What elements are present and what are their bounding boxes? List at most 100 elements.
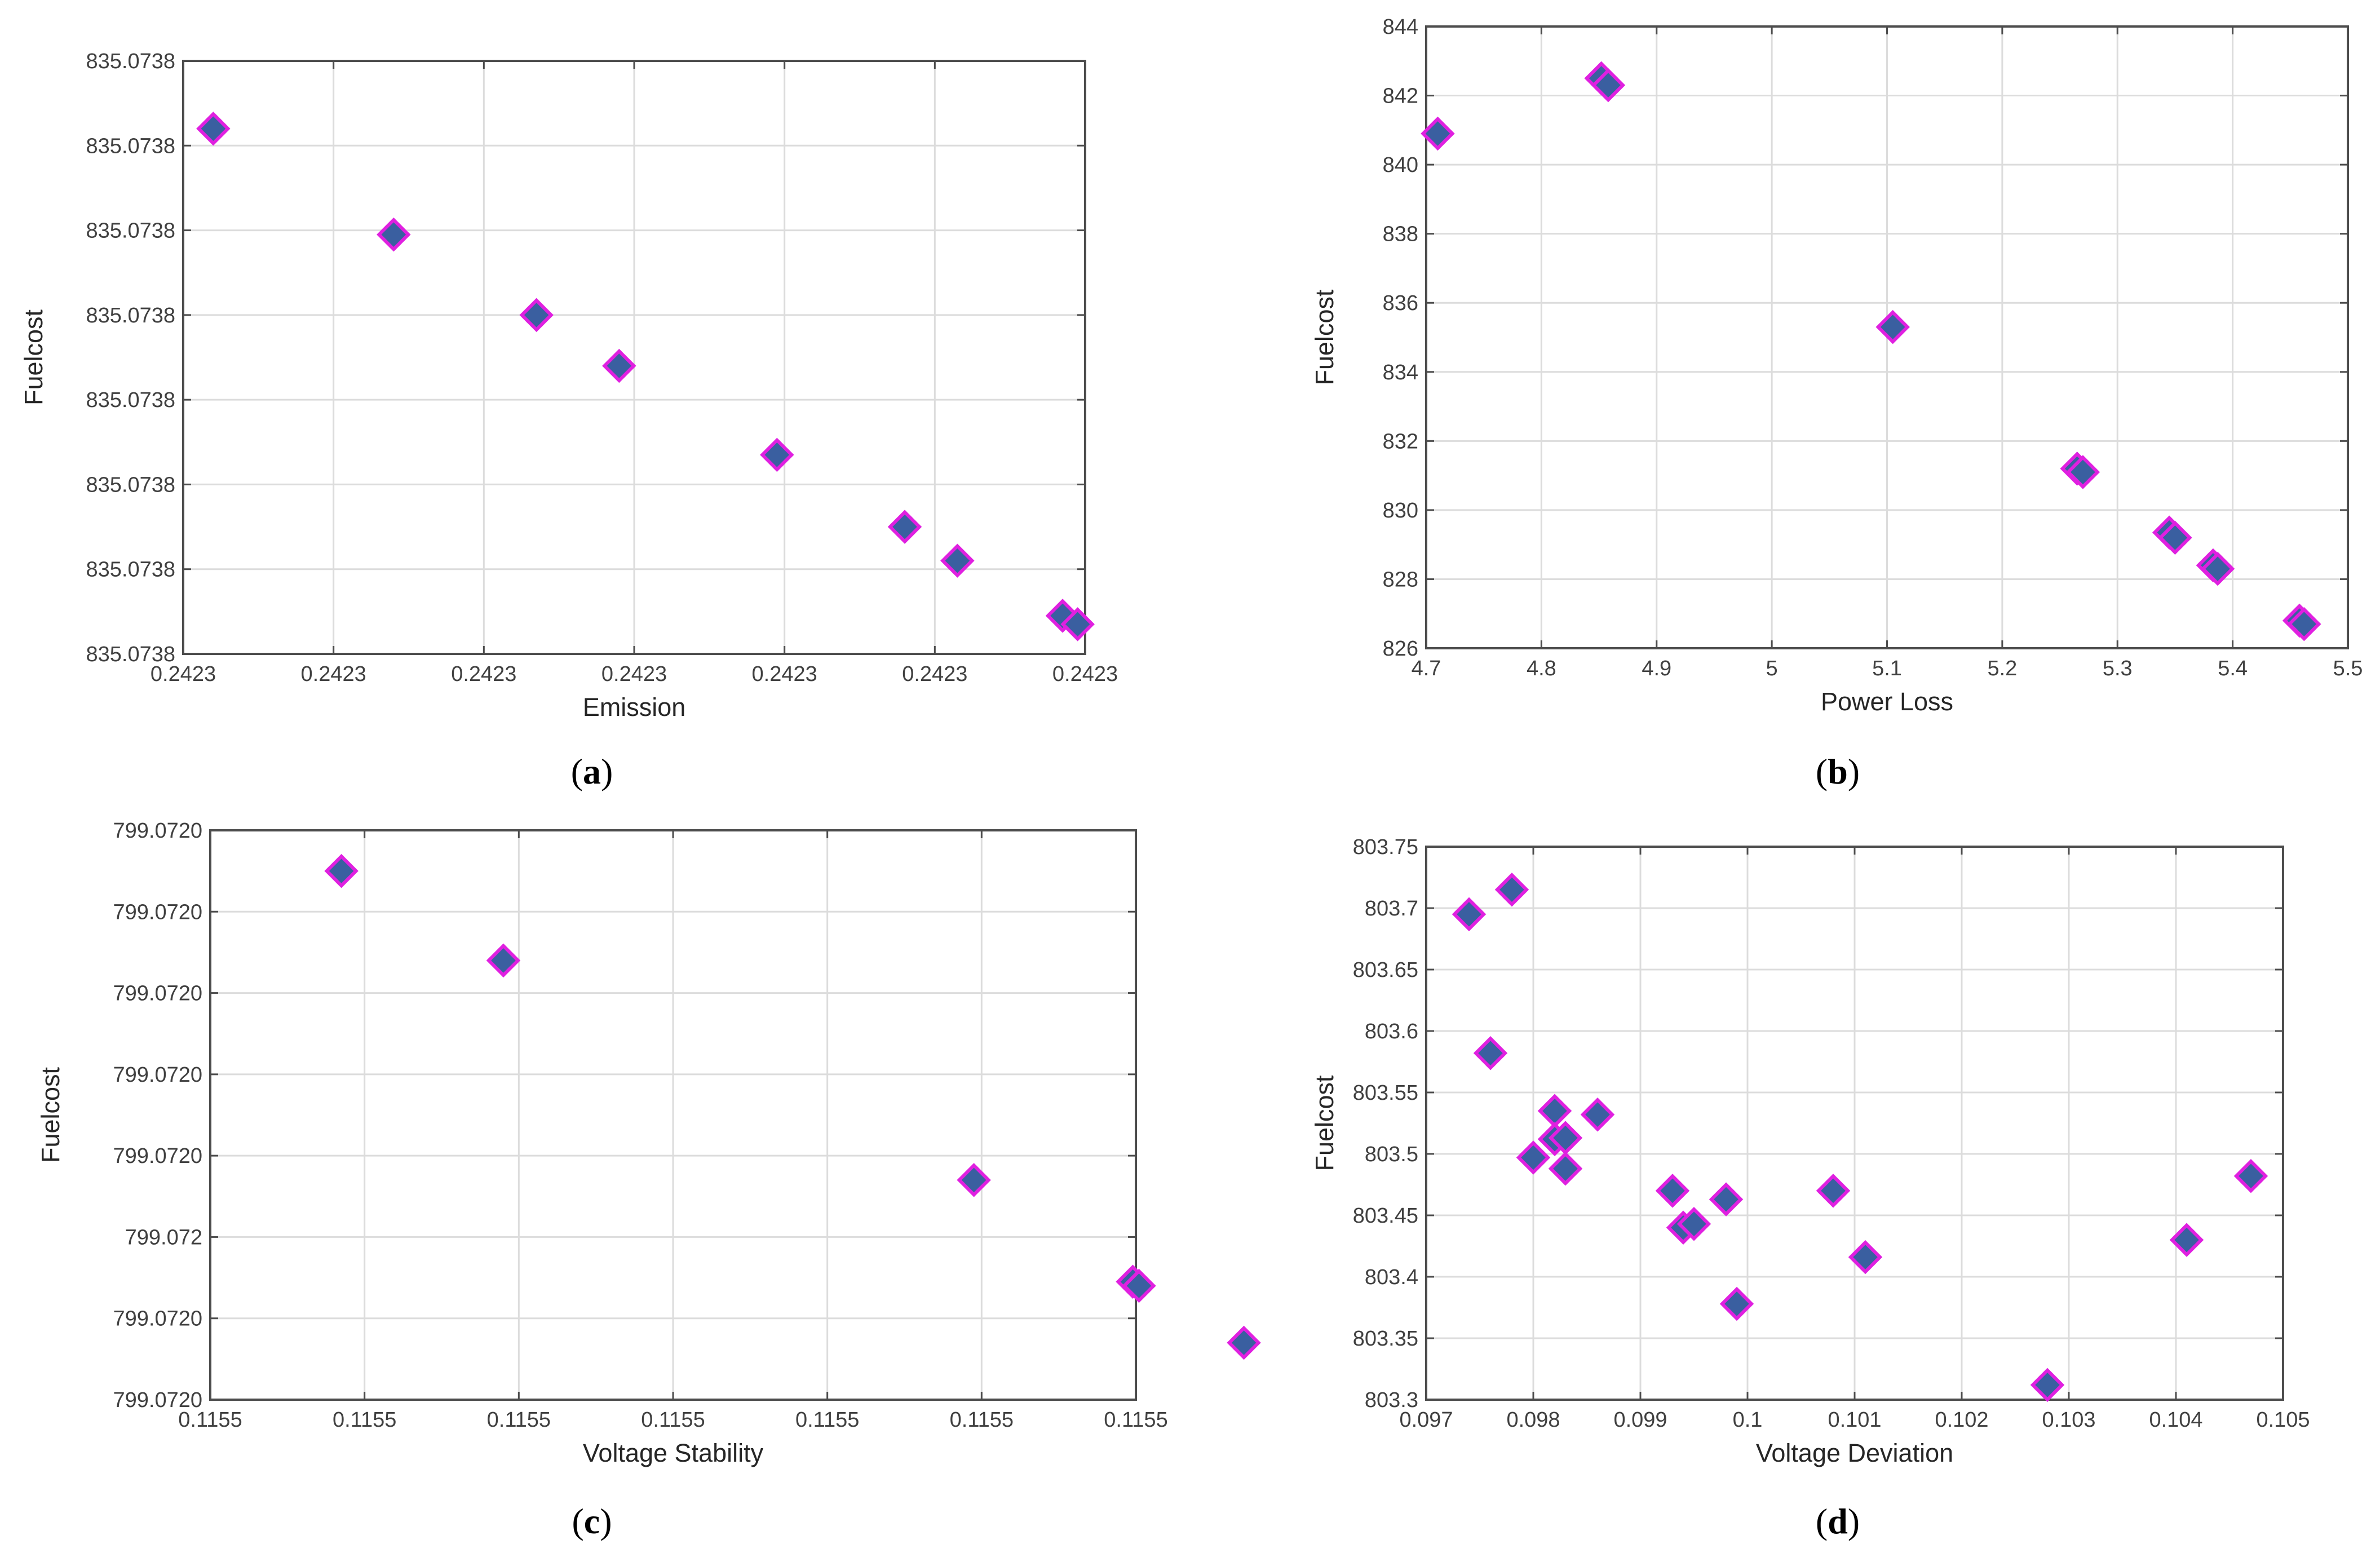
x-tick-label: 5.3 (2103, 657, 2133, 680)
y-tick-label: 799.0720 (113, 900, 203, 924)
y-tick-label: 799.0720 (113, 1388, 203, 1412)
x-tick-label: 5.1 (1872, 657, 1902, 680)
x-axis-label: Voltage Stability (583, 1439, 764, 1467)
panel-caption: (b) (1816, 751, 1860, 791)
data-point (1655, 1174, 1690, 1208)
chart-d: 0.097 0.098 0.099 0.1 0.101 0.102 0.103 0.104 0.… (1310, 835, 2310, 1541)
x-axis-label: Voltage Deviation (1756, 1439, 1953, 1467)
x-tick-label: 4.7 (1412, 657, 1441, 680)
data-point (1848, 1240, 1883, 1275)
y-axis-label: Fuelcost (19, 309, 48, 405)
x-tick-label: 0.2423 (301, 662, 366, 686)
x-tick-label: 0.1155 (487, 1408, 551, 1432)
data-point (602, 348, 636, 383)
x-tick-label: 0.104 (2149, 1408, 2202, 1432)
data-point (1580, 1097, 1615, 1132)
panel-caption: (c) (572, 1501, 612, 1541)
x-tick-label: 0.2423 (1052, 662, 1118, 686)
panel-caption: (a) (571, 751, 613, 791)
data-point (377, 217, 411, 252)
y-tick-label: 826 (1383, 637, 1418, 661)
x-tick-label: 0.1 (1733, 1408, 1763, 1432)
y-tick-label: 803.7 (1365, 897, 1418, 921)
x-tick-label: 0.097 (1399, 1408, 1453, 1432)
data-point (1452, 897, 1487, 932)
x-tick-label: 0.2423 (151, 662, 216, 686)
y-tick-label: 799.0720 (113, 1063, 203, 1087)
x-tick-label: 0.2423 (752, 662, 817, 686)
y-tick-label: 836 (1383, 291, 1418, 315)
data-point (1875, 309, 1910, 344)
y-tick-label: 844 (1383, 15, 1418, 39)
data-point (2030, 1368, 2065, 1402)
y-tick-label: 840 (1383, 153, 1418, 177)
chart-a: 0.2423 0.2423 0.2423 0.2423 0.2423 0.2423 0.24… (19, 50, 1118, 791)
data-point (1421, 116, 1455, 151)
y-tick-label: 803.75 (1353, 835, 1418, 859)
x-axis-label: Emission (583, 693, 686, 722)
panel-caption: (d) (1816, 1501, 1860, 1541)
y-tick-label: 799.0720 (113, 1307, 203, 1331)
chart-c: 0.1155 0.1155 0.1155 0.1155 0.1155 0.1155 0.11… (36, 819, 1261, 1541)
y-tick-label: 799.072 (125, 1225, 202, 1249)
x-tick-label: 0.2423 (601, 662, 667, 686)
x-tick-label: 0.1155 (333, 1408, 396, 1432)
y-tick-label: 828 (1383, 568, 1418, 591)
data-point (2169, 1223, 2204, 1257)
y-tick-label: 803.4 (1365, 1266, 1418, 1289)
x-tick-label: 0.1155 (641, 1408, 705, 1432)
x-tick-label: 5.4 (2218, 657, 2248, 680)
data-point (1473, 1036, 1508, 1070)
y-tick-label: 803.6 (1365, 1020, 1418, 1043)
data-point (519, 298, 554, 333)
y-tick-label: 803.65 (1353, 958, 1418, 982)
y-tick-label: 803.55 (1353, 1081, 1418, 1105)
data-point (2233, 1158, 2268, 1193)
data-point (1494, 873, 1529, 907)
y-tick-label: 835.0738 (86, 304, 176, 328)
data-point (1591, 68, 1626, 103)
x-tick-label: 5.5 (2333, 657, 2363, 680)
x-tick-label: 0.098 (1506, 1408, 1560, 1432)
data-point (1060, 607, 1095, 641)
y-tick-label: 835.0738 (86, 473, 176, 497)
y-tick-label: 835.0738 (86, 50, 176, 73)
y-tick-label: 838 (1383, 223, 1418, 246)
y-tick-label: 842 (1383, 85, 1418, 108)
x-tick-label: 0.102 (1935, 1408, 1988, 1432)
y-tick-label: 835.0738 (86, 643, 176, 666)
y-tick-label: 803.3 (1365, 1388, 1418, 1412)
data-point (2287, 607, 2321, 641)
y-tick-label: 830 (1383, 499, 1418, 523)
x-tick-label: 5.2 (1987, 657, 2017, 680)
x-tick-label: 0.1155 (795, 1408, 859, 1432)
x-tick-label: 0.101 (1828, 1408, 1881, 1432)
x-tick-label: 0.099 (1613, 1408, 1667, 1432)
y-tick-label: 799.0720 (113, 982, 203, 1006)
data-point (1122, 1268, 1156, 1303)
x-tick-label: 0.2423 (902, 662, 967, 686)
data-point (1816, 1174, 1851, 1208)
y-tick-label: 835.0738 (86, 388, 176, 412)
data-point (760, 437, 794, 472)
data-point (2065, 455, 2100, 489)
data-point (940, 543, 975, 578)
x-tick-label: 0.1155 (178, 1408, 242, 1432)
data-point (1227, 1325, 1261, 1360)
chart-b: 4.7 4.8 4.9 5 5.1 5.2 5.3 5.4 5.5 826 828 830 832 834… (1310, 15, 2363, 791)
data-point (1548, 1151, 1583, 1186)
y-tick-label: 803.45 (1353, 1204, 1418, 1228)
y-tick-label: 799.0720 (113, 819, 203, 843)
data-point (2200, 551, 2235, 586)
x-tick-label: 0.105 (2256, 1408, 2310, 1432)
x-tick-label: 0.2423 (451, 662, 516, 686)
y-tick-label: 835.0738 (86, 134, 176, 158)
y-axis-label: Fuelcost (36, 1067, 65, 1163)
x-tick-label: 0.103 (2042, 1408, 2095, 1432)
data-point (324, 853, 359, 888)
y-tick-label: 803.5 (1365, 1143, 1418, 1166)
y-axis-label: Fuelcost (1310, 289, 1339, 386)
x-tick-label: 0.1155 (950, 1408, 1014, 1432)
y-tick-label: 835.0738 (86, 219, 176, 243)
y-tick-label: 835.0738 (86, 558, 176, 582)
